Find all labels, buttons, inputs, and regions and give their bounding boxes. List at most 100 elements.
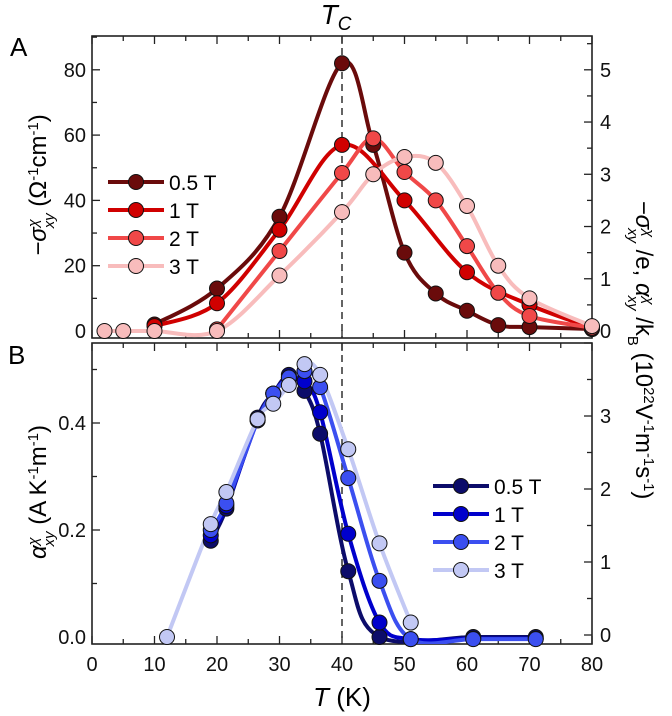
legend-item: 0.5 T [108, 172, 217, 195]
panel-b-ylabel-part: α [25, 544, 52, 559]
x-tick-label: 40 [331, 654, 353, 676]
data-point [271, 267, 288, 284]
data-point [402, 614, 419, 631]
y-tick-label: 0 [75, 321, 86, 343]
panel-a-ylabel-part: cm [25, 136, 52, 168]
right-axis-label-part: -1 [640, 420, 656, 433]
panel-a-ylabel: −σχxy (Ω-1cm-1) [25, 114, 58, 255]
data-point [159, 629, 175, 645]
data-point [371, 572, 388, 589]
right-axis-label-part: α [630, 283, 657, 298]
right-axis-label-part: (10 [630, 346, 657, 387]
panel-a: 0 20 40 60 80 0 1 2 3 4 5 0.5 T 1 T 2 T 3 T [64, 35, 611, 343]
data-point [334, 164, 350, 181]
x-axis-label-part: (K) [329, 682, 371, 712]
data-point [402, 631, 419, 648]
data-point [371, 614, 388, 631]
right-y-tick-label: 1 [600, 552, 611, 574]
right-axis-label-part: xy [624, 295, 640, 312]
data-point [365, 130, 382, 147]
data-point [527, 631, 544, 648]
series-line-1T [153, 142, 592, 330]
data-point [334, 136, 350, 153]
tc-annotation-sub: C [338, 14, 352, 35]
panel-b-ylabel-part: -1 [26, 433, 42, 446]
right-y-tick-label: 3 [600, 406, 611, 428]
data-point [396, 244, 413, 261]
data-point [521, 290, 538, 307]
legend-item: 3 T [433, 560, 524, 583]
legend-label: 1 T [169, 200, 199, 223]
y-tick-label: 0.4 [58, 413, 86, 435]
right-y-tick-label: 4 [600, 112, 611, 134]
right-axis-label-part: 22 [640, 387, 656, 404]
x-tick-label: 50 [393, 654, 415, 676]
legend-item: 0.5 T [433, 476, 542, 499]
legend-label: 1 T [494, 504, 524, 527]
x-tick-label: 20 [206, 654, 228, 676]
legend-marker [453, 506, 469, 522]
data-point [280, 377, 297, 394]
data-point [271, 221, 288, 238]
right-axis-label-part: B [624, 336, 640, 346]
data-point [365, 166, 382, 183]
legend-item: 3 T [108, 256, 199, 279]
panel-b-ylabel-part: -1 [26, 466, 42, 479]
data-point [312, 404, 329, 421]
y-tick-label: 0.2 [58, 520, 86, 542]
data-point [427, 285, 444, 302]
data-point [459, 264, 475, 281]
panel-a-ylabel-part: -1 [26, 168, 42, 181]
right-y-tick-label: 0 [600, 321, 611, 343]
x-tick-label: 60 [456, 654, 478, 676]
y-tick-label: 80 [64, 60, 86, 82]
legend-item: 1 T [108, 200, 199, 223]
right-axis-label-part: /e, [630, 243, 657, 283]
right-y-tick-label: 1 [600, 269, 611, 291]
panel-b-ylabel-part: xy [42, 530, 58, 547]
data-point [202, 516, 219, 533]
data-point [459, 197, 475, 214]
data-point [465, 631, 482, 648]
panel-a-series [104, 59, 592, 338]
legend-item: 2 T [108, 228, 199, 251]
data-point [371, 629, 388, 645]
panel-a-ylabel-part: χ [26, 218, 42, 229]
right-axis-label-part: xy [624, 227, 640, 244]
panel-b-ylabel-part: m [25, 446, 52, 466]
y-tick-label: 60 [64, 125, 86, 147]
legend-marker [128, 258, 144, 274]
data-point [209, 323, 225, 339]
series-line-3T [165, 361, 413, 638]
data-point [459, 238, 475, 255]
right-axis-label-part: χ [640, 227, 656, 238]
x-tick-label: 30 [268, 654, 290, 676]
data-point [271, 243, 288, 260]
right-axis-label-part: −σ [630, 201, 657, 231]
panel-label-a: A [10, 32, 28, 62]
right-axis-label-part: V [630, 404, 657, 420]
right-axis-label-part: s [630, 466, 657, 478]
data-point [334, 204, 350, 221]
right-axis-label: −σχxy /e, αχxy /kB (1022V-1m-1s-1) [624, 201, 657, 500]
data-point [340, 470, 357, 487]
data-point [334, 55, 350, 72]
legend-item: 2 T [433, 532, 524, 555]
data-point [396, 148, 413, 165]
x-axis-label: T (K) [313, 682, 371, 712]
right-axis-label-part: -1 [640, 453, 656, 466]
legend-marker [128, 230, 144, 246]
data-point [490, 257, 507, 274]
data-point [521, 307, 538, 324]
data-point [340, 441, 357, 458]
data-point [340, 563, 357, 580]
data-point [396, 192, 413, 209]
legend-label: 2 T [169, 228, 199, 251]
panel-a-ylabel-part: ) [25, 114, 52, 122]
data-point [218, 484, 235, 501]
data-point [249, 411, 266, 428]
data-point [265, 395, 282, 412]
tc-annotation: TC [321, 0, 352, 35]
